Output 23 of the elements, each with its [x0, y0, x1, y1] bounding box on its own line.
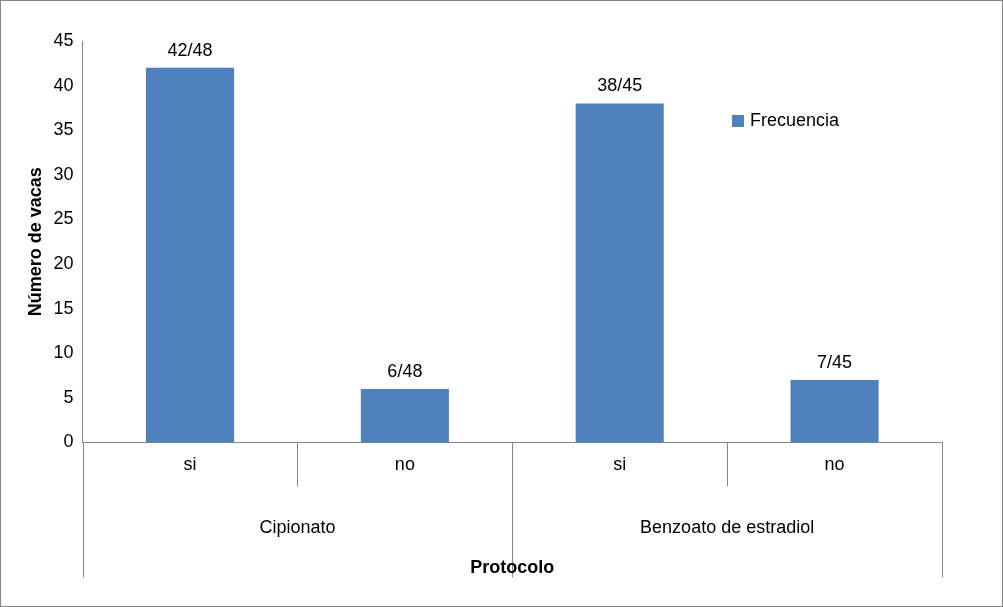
data-label: 6/48: [387, 360, 423, 381]
y-tick-label: 0: [63, 431, 74, 452]
y-tick-label: 5: [63, 386, 74, 407]
y-tick-label: 35: [53, 119, 74, 140]
x-tick-label: si: [613, 454, 627, 475]
y-axis-title: Número de vacas: [24, 167, 45, 317]
y-tick-label: 15: [53, 297, 74, 318]
y-tick-label: 30: [53, 163, 74, 184]
y-tick-label: 10: [53, 342, 74, 363]
x-tick-label: si: [183, 454, 197, 475]
x-tick-label: no: [394, 454, 415, 475]
x-tick-label: no: [824, 454, 845, 475]
text: Benzoato de estradiol: [640, 517, 815, 538]
y-tick-label: 40: [53, 74, 74, 95]
y-tick-label: 25: [53, 208, 74, 229]
y-tick-label: 45: [53, 29, 74, 50]
legend-label: Frecuencia: [750, 109, 841, 130]
y-tick-label: 20: [53, 252, 74, 273]
x-axis-title: Protocolo: [470, 557, 555, 578]
data-label: 42/48: [167, 39, 213, 60]
data-label: 7/45: [817, 351, 853, 372]
text: Cipionato: [259, 517, 336, 538]
data-label: 38/45: [597, 75, 643, 96]
